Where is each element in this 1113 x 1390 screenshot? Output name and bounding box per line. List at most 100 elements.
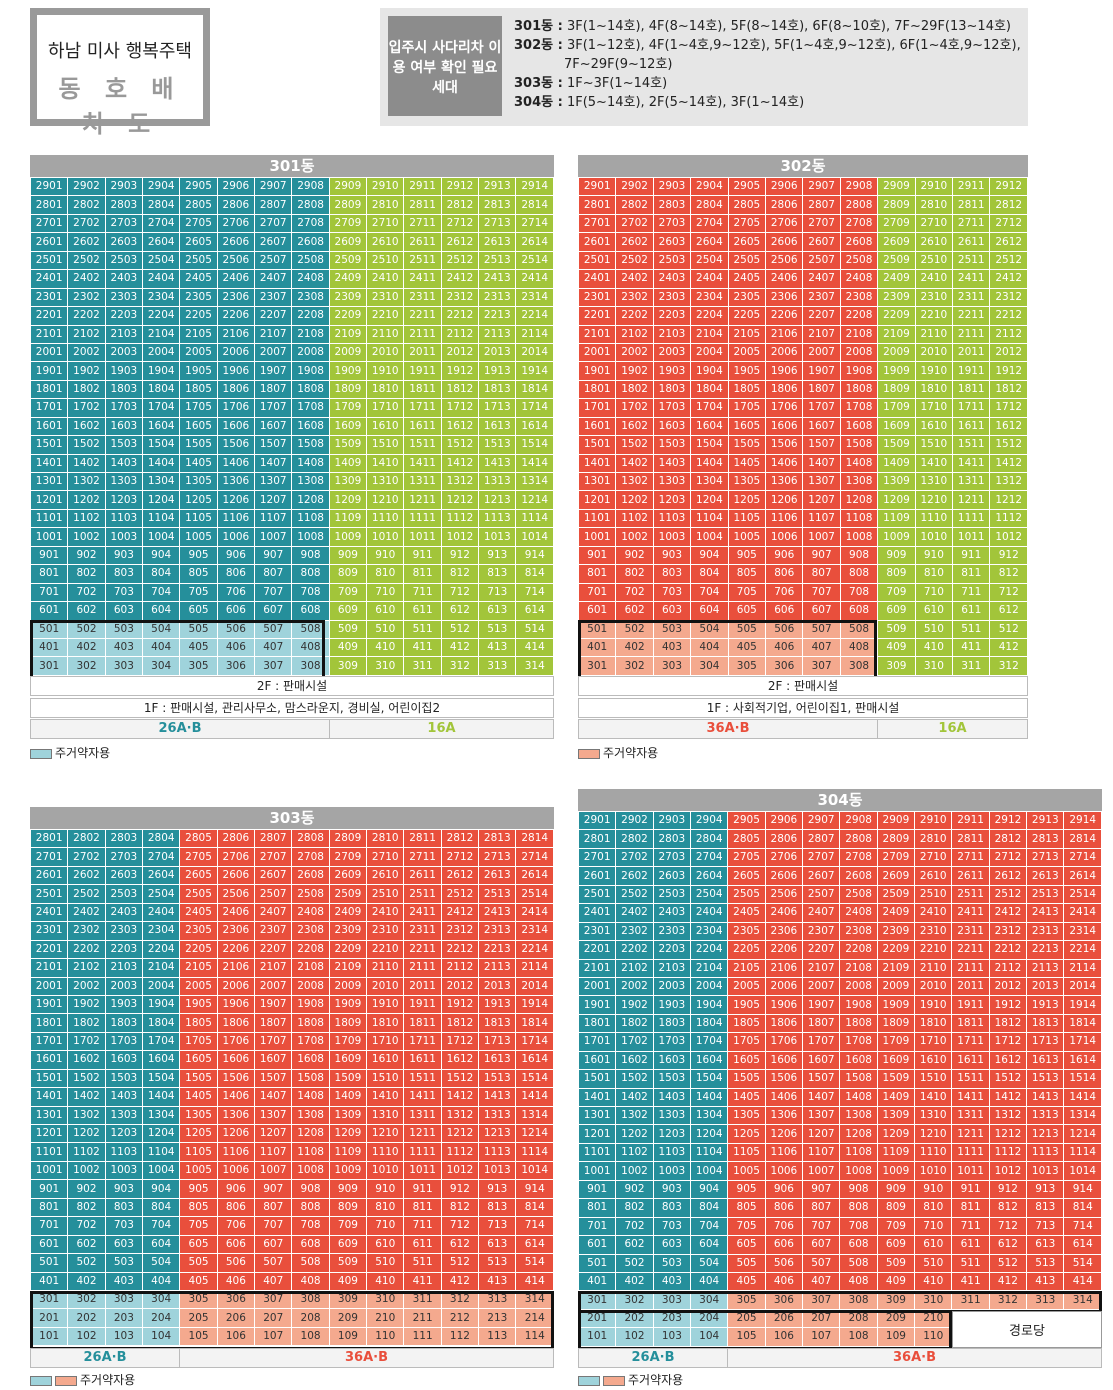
unit-cell: 2602 bbox=[615, 232, 654, 252]
unit-cell: 2404 bbox=[690, 903, 729, 923]
unit-cell: 2813 bbox=[1026, 829, 1065, 849]
unit-cell: 2104 bbox=[690, 324, 729, 344]
unit-cell: 2107 bbox=[254, 958, 293, 978]
unit-cell: 1002 bbox=[615, 1161, 654, 1181]
unit-cell: 1701 bbox=[29, 1031, 69, 1052]
floor-row: 701 702 703 704 705 706 707 708 709 710 711 712 713 7… bbox=[29, 1216, 554, 1236]
floor-row: 1201 1202 1203 1204 1205 1206 1207 1208 1209 1210… bbox=[29, 490, 554, 510]
unit-cell: 2402 bbox=[67, 269, 106, 289]
floor-row: 401 402 403 404 405 406 407 408 409 410 411 412 413 4… bbox=[29, 1271, 554, 1291]
unit-cell: 1405 bbox=[179, 453, 218, 474]
unit-cell: 1708 bbox=[291, 1031, 330, 1052]
unit-cell: 1608 bbox=[839, 416, 879, 437]
unit-cell: 1503 bbox=[104, 435, 144, 455]
unit-cell: 2804 bbox=[142, 828, 181, 849]
unit-cell: 1604 bbox=[142, 416, 181, 437]
unit-cell: 2204 bbox=[690, 940, 729, 960]
unit-cell: 1011 bbox=[952, 527, 991, 547]
unit-cell: 810 bbox=[366, 1197, 405, 1218]
unit-cell: 2610 bbox=[914, 866, 953, 886]
unit-cell: 812 bbox=[440, 564, 480, 584]
unit-cell: 306 bbox=[765, 656, 804, 676]
unit-cell: 1003 bbox=[652, 1161, 692, 1181]
unit-cell: 809 bbox=[328, 1197, 368, 1218]
floor-row: 501 502 503 504 505 506 507 508 509 510 511 512 bbox=[577, 619, 1028, 639]
unit-cell: 314 bbox=[515, 656, 554, 676]
unit-cell: 103 bbox=[104, 1326, 144, 1347]
unit-cell: 1714 bbox=[515, 1031, 554, 1052]
unit-cell: 901 bbox=[577, 1179, 617, 1200]
unit-cell: 1409 bbox=[328, 453, 368, 474]
unit-cell: 1910 bbox=[366, 361, 405, 381]
unit-cell: 708 bbox=[839, 1216, 878, 1237]
unit-cell: 2702 bbox=[67, 213, 106, 234]
unit-cell: 1004 bbox=[690, 1161, 729, 1181]
unit-cell: 611 bbox=[403, 1234, 442, 1255]
unit-cell: 1909 bbox=[877, 361, 916, 381]
unit-cell: 1704 bbox=[142, 398, 181, 418]
unit-cell: 703 bbox=[652, 582, 692, 603]
unit-cell: 1004 bbox=[142, 527, 181, 547]
unit-cell: 1106 bbox=[764, 1142, 804, 1163]
unit-cell: 902 bbox=[67, 545, 106, 566]
unit-cell: 1603 bbox=[652, 1050, 692, 1071]
unit-cell: 2209 bbox=[328, 939, 368, 960]
unit-cell: 1212 bbox=[440, 1123, 480, 1144]
unit-cell: 201 bbox=[577, 1308, 617, 1329]
unit-cell: 2511 bbox=[951, 884, 990, 905]
unit-cell: 1102 bbox=[615, 508, 654, 529]
unit-cell: 505 bbox=[179, 1253, 218, 1273]
unit-cell: 1604 bbox=[690, 1050, 729, 1071]
unit-cell: 712 bbox=[989, 582, 1028, 603]
unit-cell: 707 bbox=[802, 582, 841, 603]
unit-cell: 1914 bbox=[515, 361, 554, 381]
unit-cell: 2708 bbox=[291, 847, 330, 867]
unit-cell: 2414 bbox=[515, 269, 554, 289]
unit-cell: 1506 bbox=[216, 435, 256, 455]
building-title: 303동 bbox=[30, 807, 554, 829]
unit-cell: 801 bbox=[577, 1198, 617, 1218]
floor-row: 2901 2902 2903 2904 2905 2906 2907 2908 2909 2910… bbox=[577, 810, 1102, 831]
unit-cell: 1013 bbox=[1026, 1161, 1065, 1181]
unit-cell: 1905 bbox=[179, 361, 218, 381]
unit-cell: 1603 bbox=[104, 1050, 144, 1070]
unit-cell: 2512 bbox=[988, 884, 1028, 905]
unit-cell: 1001 bbox=[577, 1161, 617, 1181]
unit-cell: 1405 bbox=[727, 1087, 766, 1108]
unit-cell: 511 bbox=[403, 619, 442, 639]
unit-cell: 2601 bbox=[29, 232, 69, 252]
unit-cell: 911 bbox=[403, 545, 442, 566]
unit-cell: 2403 bbox=[104, 269, 144, 289]
unit-cell: 1701 bbox=[577, 1032, 617, 1052]
unit-cell: 207 bbox=[254, 1308, 293, 1328]
unit-cell: 2001 bbox=[577, 342, 617, 363]
floor-row: 2201 2202 2203 2204 2205 2206 2207 2208 2209 2210… bbox=[577, 940, 1102, 960]
unit-cell: 2506 bbox=[764, 884, 804, 905]
unit-cell: 2712 bbox=[988, 847, 1028, 868]
unit-cell: 2308 bbox=[839, 921, 878, 942]
unit-cell: 714 bbox=[1063, 1216, 1102, 1237]
unit-cell: 1506 bbox=[764, 1069, 804, 1089]
unit-cell: 2012 bbox=[988, 976, 1028, 997]
unit-cell: 2314 bbox=[515, 921, 554, 941]
unit-cell: 901 bbox=[29, 1179, 69, 1199]
unit-cell: 901 bbox=[29, 545, 69, 566]
unit-cell: 1210 bbox=[914, 490, 954, 510]
unit-cell: 1403 bbox=[104, 453, 144, 474]
floor-row: 1601 1602 1603 1604 1605 1606 1607 1608 1609 1610… bbox=[29, 1050, 554, 1070]
unit-cell: 2302 bbox=[615, 287, 654, 308]
unit-cell: 2512 bbox=[440, 884, 480, 904]
unit-cell: 104 bbox=[142, 1326, 181, 1347]
unit-cell: 605 bbox=[179, 601, 218, 621]
unit-cell: 711 bbox=[403, 1216, 442, 1236]
unit-cell: 1903 bbox=[652, 361, 692, 381]
unit-cell: 614 bbox=[1063, 1235, 1102, 1255]
unit-cell: 1213 bbox=[1026, 1124, 1065, 1144]
unit-cell: 902 bbox=[615, 1179, 654, 1200]
unit-cell: 2913 bbox=[478, 176, 517, 197]
unit-cell: 105 bbox=[727, 1327, 766, 1347]
unit-cell: 1810 bbox=[914, 1013, 953, 1034]
unit-cell: 410 bbox=[914, 637, 954, 658]
unit-cell: 1510 bbox=[914, 1069, 953, 1089]
unit-cell: 203 bbox=[104, 1308, 144, 1328]
